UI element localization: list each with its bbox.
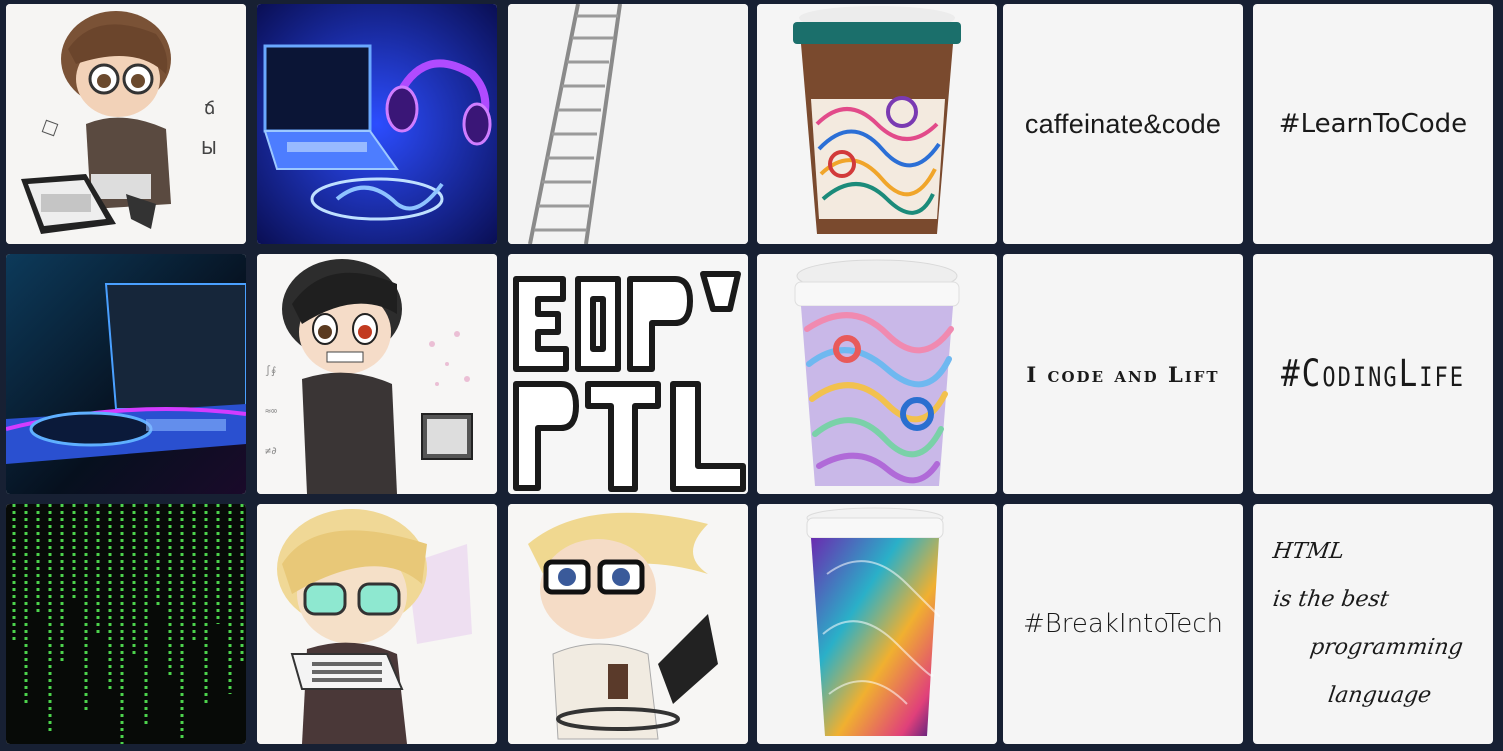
tile-ladder[interactable] bbox=[508, 4, 748, 244]
neon-laptop-headphones-icon bbox=[257, 4, 497, 244]
svg-text:≠∂: ≠∂ bbox=[265, 446, 277, 457]
tile-chibi-coder-laptop[interactable]: ճ Ы bbox=[6, 4, 246, 244]
tile-caffeinate-code[interactable]: caffeinate&code bbox=[1003, 4, 1243, 244]
chibi-coder-laptop-icon: ճ Ы bbox=[6, 4, 246, 244]
svg-text:∫∮: ∫∮ bbox=[265, 365, 276, 377]
tile-chibi-coder-dark-hair[interactable]: ∫∮ ≈∞ ≠∂ bbox=[257, 254, 497, 494]
tile-galaxy-coffee-cup[interactable] bbox=[757, 504, 997, 744]
brown-coffee-cup-icon bbox=[757, 4, 997, 244]
tile-swirl-coffee-cup[interactable] bbox=[757, 254, 997, 494]
matrix-code-rain-icon bbox=[6, 504, 246, 744]
tile-coding-life[interactable]: #CodingLife bbox=[1253, 254, 1493, 494]
chibi-glasses-laptop-icon bbox=[508, 504, 748, 744]
break-into-tech-text: #BreakIntoTech bbox=[1023, 609, 1223, 639]
html-line-1: HTML bbox=[1271, 539, 1346, 564]
tile-neon-laptop-headphones[interactable] bbox=[257, 4, 497, 244]
coding-life-text: #CodingLife bbox=[1281, 352, 1465, 396]
tile-chibi-glasses-laptop[interactable] bbox=[508, 504, 748, 744]
learn-to-code-text: #LearnToCode bbox=[1278, 109, 1468, 139]
html-line-3: programming language bbox=[1308, 635, 1465, 708]
html-line-2: is the best bbox=[1271, 587, 1391, 612]
tile-brown-coffee-cup[interactable] bbox=[757, 4, 997, 244]
svg-text:≈∞: ≈∞ bbox=[265, 406, 277, 417]
tile-break-into-tech[interactable]: #BreakIntoTech bbox=[1003, 504, 1243, 744]
html-best-language-text: HTML is the best programming language bbox=[1253, 504, 1493, 744]
caffeinate-code-text: caffeinate&code bbox=[1024, 108, 1222, 139]
ladder-icon bbox=[508, 4, 748, 244]
chibi-coder-dark-hair-icon: ∫∮ ≈∞ ≠∂ bbox=[257, 254, 497, 494]
svg-text:ճ: ճ bbox=[204, 98, 215, 119]
tile-code-and-lift[interactable]: I code and Lift bbox=[1003, 254, 1243, 494]
swirl-coffee-cup-icon bbox=[757, 254, 997, 494]
chibi-blonde-keyboard-icon bbox=[257, 504, 497, 744]
svg-text:Ы: Ы bbox=[201, 138, 217, 159]
tile-neon-laptop-dark[interactable] bbox=[6, 254, 246, 494]
tile-matrix-code-rain[interactable] bbox=[6, 504, 246, 744]
tile-block-letters-art[interactable] bbox=[508, 254, 748, 494]
tile-learn-to-code[interactable]: #LearnToCode bbox=[1253, 4, 1493, 244]
tile-html-best-language[interactable]: HTML is the best programming language bbox=[1253, 504, 1493, 744]
block-letters-art-icon bbox=[508, 254, 748, 494]
tile-chibi-blonde-keyboard[interactable] bbox=[257, 504, 497, 744]
galaxy-coffee-cup-icon bbox=[757, 504, 997, 744]
neon-laptop-dark-icon bbox=[6, 254, 246, 494]
code-and-lift-text: I code and Lift bbox=[1026, 361, 1220, 387]
